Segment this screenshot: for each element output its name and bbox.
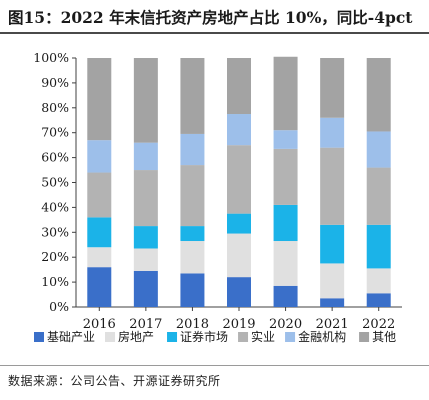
source-divider [0,365,429,366]
legend-swatch [359,332,370,342]
bar-segment [133,142,158,171]
bar-segment [273,56,298,131]
bar-segment [227,233,251,278]
bar-segment [320,117,345,148]
bar-segment [366,131,391,168]
x-tick-label: 2019 [222,317,255,332]
bar-segment [273,204,298,242]
legend-label: 证券市场 [180,329,228,344]
y-tick-label: 60% [41,150,69,165]
bar-segment [273,130,298,149]
y-tick-label: 0% [49,299,69,314]
bar-segment [320,263,345,299]
y-tick-label: 50% [41,175,69,190]
bar-segment [320,298,345,307]
bar-segment [180,241,205,274]
bar-segment [227,277,251,307]
bar-segment [180,226,205,242]
bar-segment [87,247,112,268]
y-tick-label: 10% [41,274,69,289]
bar-segment [227,145,251,214]
bar-segment [366,293,391,307]
y-tick-label: 30% [41,224,69,239]
legend-swatch [167,332,178,342]
x-tick-label: 2017 [129,317,162,332]
x-tick-label: 2022 [362,317,395,332]
bar-segment [366,167,391,225]
legend-swatch [105,332,116,342]
bar-segment [180,273,205,307]
legend-swatch [238,332,249,342]
legend-swatch [34,332,44,342]
bar-segment [133,270,158,307]
bar-segment [87,172,112,218]
x-tick-label: 2016 [83,317,116,332]
bar-segment [87,140,112,173]
x-tick-label: 2018 [176,317,209,332]
bar-segment [133,170,158,227]
bar-segment [180,165,205,227]
y-tick-label: 90% [41,75,69,90]
bar-segment [87,217,112,248]
y-tick-label: 80% [41,100,69,115]
legend-label: 金融机构 [298,329,346,344]
bar-segment [180,133,205,166]
legend-label: 房地产 [118,329,154,344]
legend-label: 实业 [251,329,275,344]
x-tick-label: 2020 [269,317,302,332]
bar-segment [366,268,391,294]
legend-label: 其他 [372,330,396,344]
bar-segment [320,58,345,118]
bar-segment [366,58,391,132]
bar-segment [227,213,251,234]
y-tick-label: 40% [41,199,69,214]
x-tick-label: 2021 [316,317,349,332]
bar-segment [133,58,158,143]
bar-segment [273,148,298,205]
legend-label: 基础产业 [47,330,95,344]
title-divider [0,32,429,34]
bar-segment [87,58,112,141]
bar-segment [273,285,298,307]
y-tick-label: 70% [41,125,69,140]
bar-segment [227,58,251,115]
data-source: 数据来源：公司公告、开源证券研究所 [8,374,221,388]
bar-segment [320,147,345,225]
bar-segment [87,267,112,307]
bar-segment [133,226,158,249]
bar-segment [133,248,158,271]
bar-segment [273,241,298,286]
legend-swatch [285,332,296,342]
bar-segment [227,114,251,146]
bar-segment [180,58,205,134]
y-tick-label: 20% [41,249,69,264]
bar-segment [366,224,391,269]
y-tick-label: 100% [33,50,69,65]
figure-title: 图15：2022 年末信托资产房地产占比 10%，同比-4pct [8,8,413,27]
bar-segment [320,224,345,264]
